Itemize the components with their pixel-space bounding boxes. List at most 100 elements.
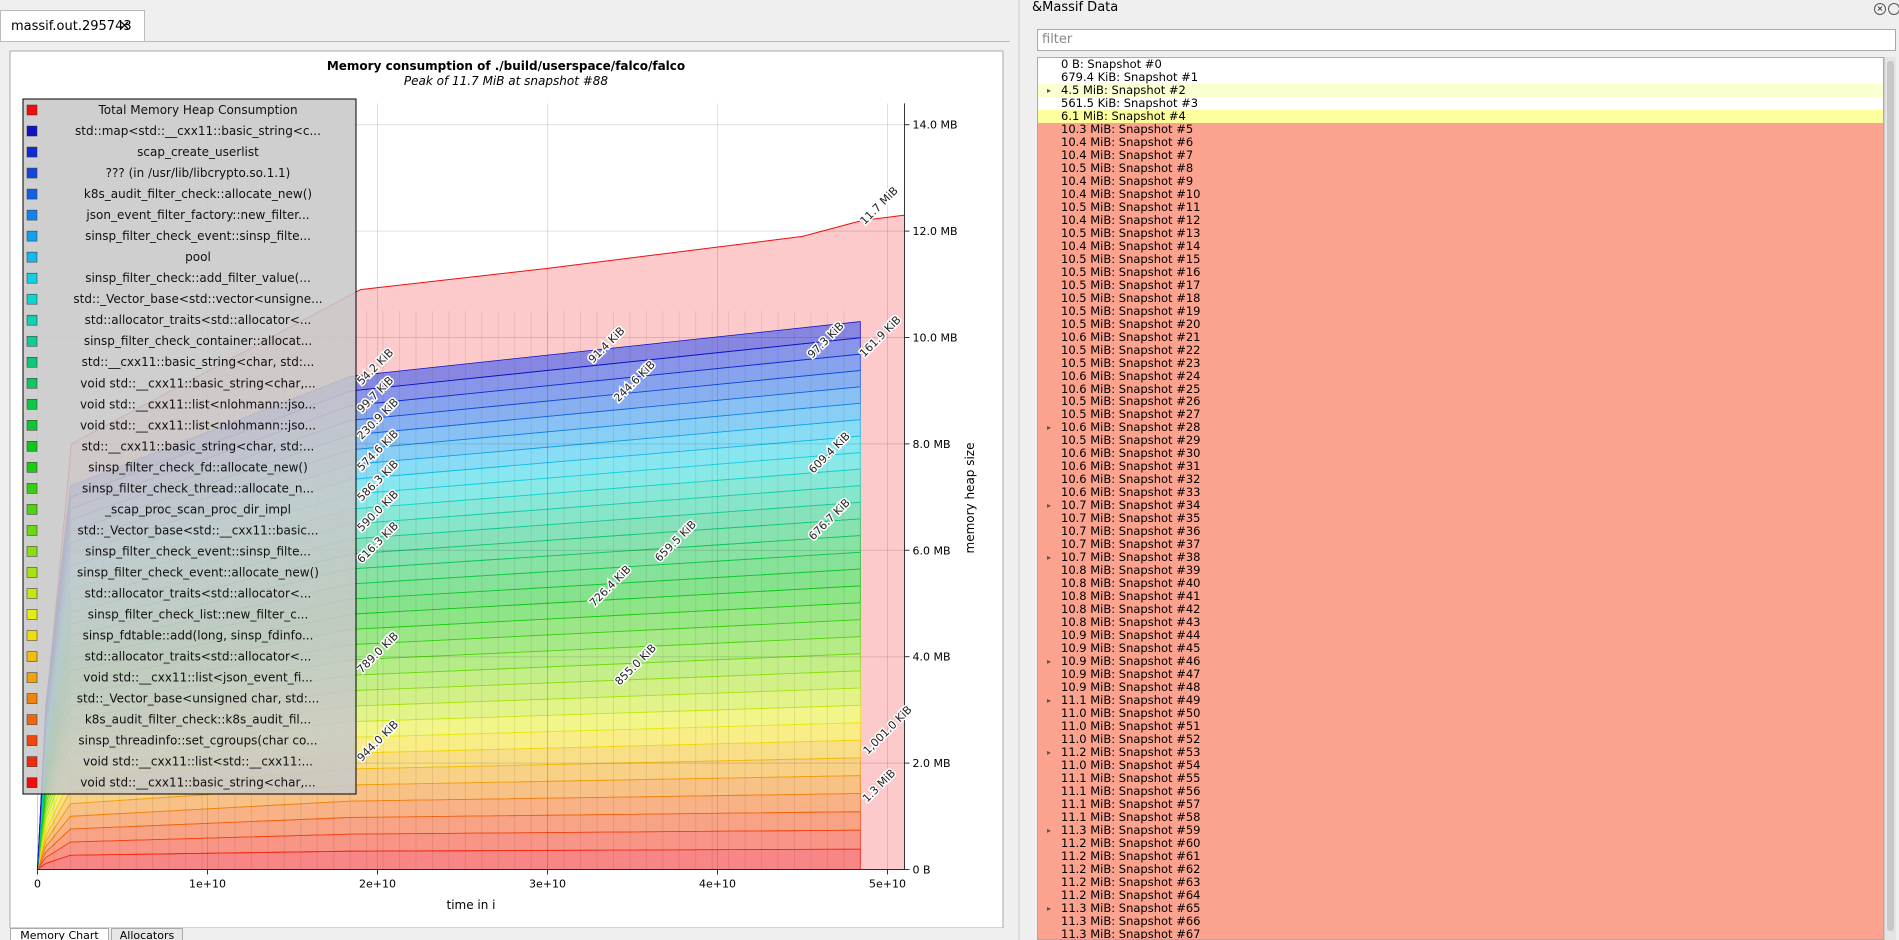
legend-swatch xyxy=(27,231,37,241)
legend-label: sinsp_filter_check_fd::allocate_new() xyxy=(88,460,308,474)
snapshot-row[interactable]: 10.4 MiB: Snapshot #7 xyxy=(1038,149,1883,162)
expand-arrow[interactable]: ▸ xyxy=(1047,84,1051,97)
snapshot-row[interactable]: 561.5 KiB: Snapshot #3 xyxy=(1038,97,1883,110)
snapshot-row[interactable]: 10.5 MiB: Snapshot #16 xyxy=(1038,266,1883,279)
x-tick-label: 1e+10 xyxy=(189,878,226,891)
y-tick-label: 14.0 MB xyxy=(913,119,958,132)
snapshot-row[interactable]: 11.1 MiB: Snapshot #56 xyxy=(1038,785,1883,798)
snapshot-row[interactable]: 10.3 MiB: Snapshot #5 xyxy=(1038,123,1883,136)
legend-swatch xyxy=(27,315,37,325)
bottom-tab[interactable]: Memory Chart xyxy=(10,928,109,940)
expand-arrow[interactable]: ▸ xyxy=(1047,902,1051,915)
snapshot-row[interactable]: 11.3 MiB: Snapshot #65▸ xyxy=(1038,902,1883,915)
snapshot-row[interactable]: 10.5 MiB: Snapshot #11 xyxy=(1038,201,1883,214)
legend-swatch xyxy=(27,652,37,662)
legend-swatch xyxy=(27,546,37,556)
expand-arrow[interactable]: ▸ xyxy=(1047,694,1051,707)
snapshot-row[interactable]: 10.5 MiB: Snapshot #22 xyxy=(1038,344,1883,357)
legend-swatch xyxy=(27,462,37,472)
legend-swatch xyxy=(27,168,37,178)
snapshot-row[interactable]: 10.5 MiB: Snapshot #8 xyxy=(1038,162,1883,175)
snapshot-row[interactable]: 10.4 MiB: Snapshot #9 xyxy=(1038,175,1883,188)
snapshot-row[interactable]: 10.4 MiB: Snapshot #12 xyxy=(1038,214,1883,227)
snapshot-row[interactable]: 10.5 MiB: Snapshot #19 xyxy=(1038,305,1883,318)
snapshot-row[interactable]: 11.2 MiB: Snapshot #64 xyxy=(1038,889,1883,902)
snapshot-row[interactable]: 11.2 MiB: Snapshot #60 xyxy=(1038,837,1883,850)
legend-swatch xyxy=(27,757,37,767)
snapshot-row[interactable]: 11.2 MiB: Snapshot #53▸ xyxy=(1038,746,1883,759)
legend-label: std::allocator_traits<std::allocator<... xyxy=(85,313,312,327)
legend-swatch xyxy=(27,189,37,199)
snapshot-row[interactable]: 10.5 MiB: Snapshot #15 xyxy=(1038,253,1883,266)
snapshot-row[interactable]: 11.0 MiB: Snapshot #54 xyxy=(1038,759,1883,772)
snapshot-row[interactable]: 11.3 MiB: Snapshot #67 xyxy=(1038,928,1883,940)
close-button[interactable] xyxy=(1888,3,1899,15)
legend-label: _scap_proc_scan_proc_dir_impl xyxy=(104,502,291,516)
snapshot-row[interactable]: 10.6 MiB: Snapshot #24 xyxy=(1038,370,1883,383)
snapshot-row[interactable]: 11.1 MiB: Snapshot #58 xyxy=(1038,811,1883,824)
snapshot-row[interactable]: 10.4 MiB: Snapshot #14 xyxy=(1038,240,1883,253)
legend-label: k8s_audit_filter_check::allocate_new() xyxy=(84,187,312,201)
panel-title: &Massif Data xyxy=(1032,0,1118,16)
legend-swatch xyxy=(27,631,37,641)
expand-arrow[interactable]: ▸ xyxy=(1047,499,1051,512)
legend-swatch xyxy=(27,105,37,115)
splitter[interactable] xyxy=(1018,0,1020,940)
legend-swatch xyxy=(27,336,37,346)
legend-label: std::allocator_traits<std::allocator<... xyxy=(85,650,312,664)
snapshot-row[interactable]: 10.5 MiB: Snapshot #13 xyxy=(1038,227,1883,240)
snapshot-row[interactable]: 6.1 MiB: Snapshot #4 xyxy=(1038,110,1883,123)
snapshot-row[interactable]: 11.0 MiB: Snapshot #52 xyxy=(1038,733,1883,746)
float-button[interactable]: × xyxy=(1874,3,1886,15)
snapshot-row[interactable]: 11.2 MiB: Snapshot #62 xyxy=(1038,863,1883,876)
legend-swatch xyxy=(27,252,37,262)
snapshot-row[interactable]: 11.3 MiB: Snapshot #59▸ xyxy=(1038,824,1883,837)
snapshot-row[interactable]: 11.2 MiB: Snapshot #63 xyxy=(1038,876,1883,889)
expand-arrow[interactable]: ▸ xyxy=(1047,746,1051,759)
legend-swatch xyxy=(27,441,37,451)
legend-swatch xyxy=(27,378,37,388)
snapshot-row[interactable]: 10.5 MiB: Snapshot #17 xyxy=(1038,279,1883,292)
snapshot-row[interactable]: 10.4 MiB: Snapshot #6 xyxy=(1038,136,1883,149)
legend-label: sinsp_filter_check_list::new_filter_c... xyxy=(88,607,309,621)
legend-label: sinsp_filter_check_event::sinsp_filte... xyxy=(85,544,311,558)
scrollbar[interactable] xyxy=(1884,57,1896,940)
snapshot-row[interactable]: 11.2 MiB: Snapshot #61 xyxy=(1038,850,1883,863)
y-tick-label: 4.0 MB xyxy=(913,651,951,664)
x-tick-label: 2e+10 xyxy=(359,878,396,891)
snapshot-row[interactable]: 11.1 MiB: Snapshot #55 xyxy=(1038,772,1883,785)
expand-arrow[interactable]: ▸ xyxy=(1047,551,1051,564)
snapshot-row[interactable]: 10.6 MiB: Snapshot #21 xyxy=(1038,331,1883,344)
bottom-tab[interactable]: Allocators xyxy=(111,928,183,940)
expand-arrow[interactable]: ▸ xyxy=(1047,421,1051,434)
legend-swatch xyxy=(27,673,37,683)
legend-label: sinsp_filter_check::add_filter_value(... xyxy=(85,271,311,285)
legend-swatch xyxy=(27,504,37,514)
legend-label: pool xyxy=(185,250,211,264)
x-tick-label: 0 xyxy=(34,878,41,891)
legend-swatch xyxy=(27,210,37,220)
legend-label: void std::__cxx11::list<nlohmann::jso... xyxy=(80,418,316,432)
legend-label: json_event_filter_factory::new_filter... xyxy=(85,208,309,222)
legend-label: sinsp_filter_check_event::sinsp_filte... xyxy=(85,229,311,243)
legend-swatch xyxy=(27,357,37,367)
snapshot-row[interactable]: 10.5 MiB: Snapshot #23 xyxy=(1038,357,1883,370)
expand-arrow[interactable]: ▸ xyxy=(1047,824,1051,837)
legend-label: sinsp_filter_check_container::allocat... xyxy=(84,334,312,348)
legend-swatch xyxy=(27,736,37,746)
legend-label: void std::__cxx11::list<json_event_fi... xyxy=(83,671,312,685)
filter-input[interactable]: filter xyxy=(1037,29,1896,51)
snapshot-row[interactable]: 4.5 MiB: Snapshot #2▸ xyxy=(1038,84,1883,97)
legend-swatch xyxy=(27,778,37,788)
snapshot-row[interactable]: 10.5 MiB: Snapshot #18 xyxy=(1038,292,1883,305)
snapshot-row[interactable]: 11.3 MiB: Snapshot #66 xyxy=(1038,915,1883,928)
legend-swatch xyxy=(27,399,37,409)
chart: Memory consumption of ./build/userspace/… xyxy=(0,0,1010,928)
scroll-thumb[interactable] xyxy=(1887,61,1894,931)
legend-swatch xyxy=(27,126,37,136)
snapshot-row[interactable]: 10.5 MiB: Snapshot #20 xyxy=(1038,318,1883,331)
expand-arrow[interactable]: ▸ xyxy=(1047,655,1051,668)
snapshot-row[interactable]: 10.4 MiB: Snapshot #10 xyxy=(1038,188,1883,201)
snapshot-row[interactable]: 11.1 MiB: Snapshot #57 xyxy=(1038,798,1883,811)
legend-label: std::_Vector_base<std::vector<unsigne... xyxy=(73,292,322,306)
